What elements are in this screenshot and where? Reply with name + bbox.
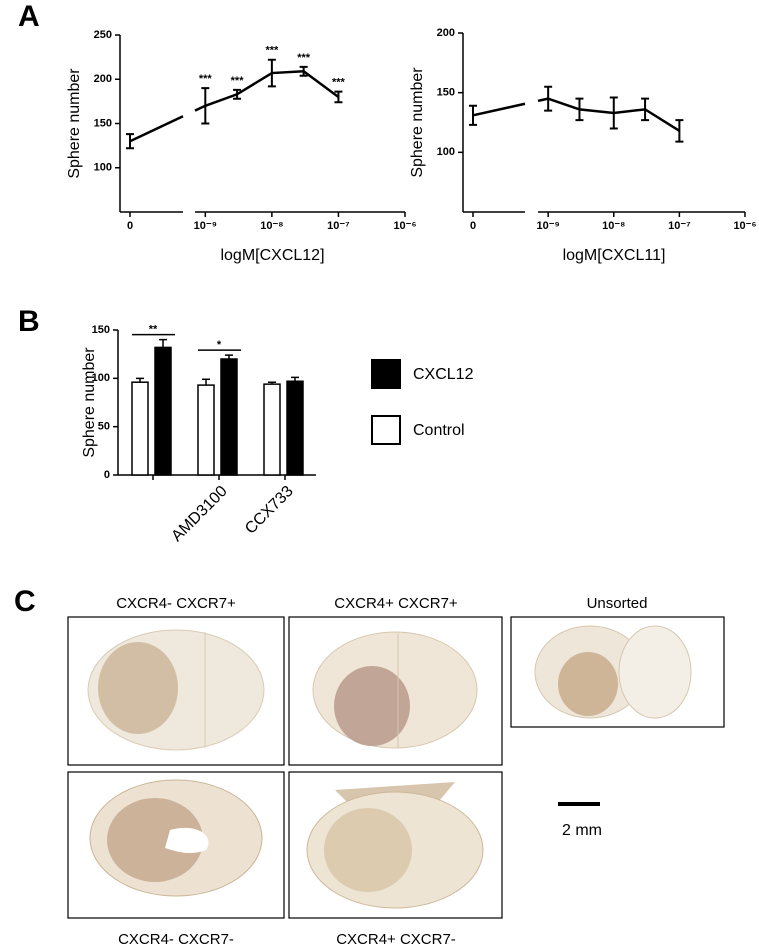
error-bar bbox=[267, 58, 276, 88]
y-tick-label: 150 bbox=[92, 324, 110, 336]
error-bar bbox=[334, 90, 343, 104]
error-bar bbox=[159, 338, 167, 348]
y-tick-label: 0 bbox=[104, 469, 110, 481]
x-tick-label: 0 bbox=[470, 220, 476, 232]
x-tick-label: 0 bbox=[127, 220, 133, 232]
significance-label: *** bbox=[199, 73, 213, 85]
error-bar bbox=[268, 381, 276, 385]
error-bar bbox=[469, 104, 477, 126]
image-caption: CXCR4+ CXCR7+ bbox=[334, 595, 458, 612]
error-bar bbox=[201, 87, 210, 125]
x-tick-label: AMD3100 bbox=[168, 483, 230, 545]
x-tick-label: 10⁻⁷ bbox=[327, 220, 350, 232]
y-axis-label: Sphere number bbox=[66, 68, 83, 179]
connector bbox=[537, 97, 549, 103]
bar bbox=[131, 381, 149, 476]
brain-image bbox=[67, 616, 285, 766]
panel-label: A bbox=[18, 0, 40, 33]
y-tick-label: 150 bbox=[437, 87, 455, 99]
x-tick-label: 10⁻⁸ bbox=[602, 220, 625, 232]
bar bbox=[197, 384, 215, 476]
significance-label: *** bbox=[265, 45, 279, 57]
bar bbox=[286, 380, 304, 476]
y-tick-label: 100 bbox=[437, 146, 455, 158]
scale-bar-label: 2 mm bbox=[562, 822, 602, 839]
bar bbox=[154, 346, 172, 476]
significance-label: *** bbox=[297, 52, 311, 64]
error-bar bbox=[126, 133, 134, 150]
error-bar bbox=[609, 96, 618, 130]
panel-label: B bbox=[18, 305, 40, 338]
connector bbox=[194, 104, 206, 112]
x-axis-label: logM[CXCL11] bbox=[563, 247, 666, 264]
error-bar bbox=[641, 97, 650, 122]
significance-label: * bbox=[217, 339, 222, 351]
connector bbox=[472, 102, 526, 117]
brain-image bbox=[510, 616, 725, 728]
y-tick-label: 200 bbox=[94, 73, 112, 85]
error-bar bbox=[575, 97, 584, 122]
image-caption: CXCR4- CXCR7- bbox=[118, 931, 234, 948]
x-axis-label: logM[CXCL12] bbox=[220, 247, 324, 264]
y-axis-label: Sphere number bbox=[409, 67, 426, 178]
significance-label: ** bbox=[149, 324, 158, 336]
legend-label: CXCL12 bbox=[413, 366, 474, 383]
error-bar bbox=[233, 88, 242, 100]
error-bar bbox=[291, 376, 299, 382]
brain-image bbox=[288, 616, 503, 766]
legend-swatch bbox=[371, 359, 401, 389]
y-tick-label: 100 bbox=[94, 162, 112, 174]
error-bar bbox=[544, 85, 553, 112]
brain-image bbox=[288, 771, 503, 919]
legend-label: Control bbox=[413, 422, 465, 439]
connector bbox=[129, 115, 184, 143]
legend-swatch bbox=[371, 415, 401, 445]
x-tick-label: 10⁻⁹ bbox=[194, 220, 217, 232]
x-tick-label: CCX733 bbox=[242, 483, 297, 538]
x-tick-label: 10⁻⁷ bbox=[668, 220, 691, 232]
error-bar bbox=[136, 377, 144, 383]
significance-label: *** bbox=[332, 77, 346, 89]
bar bbox=[220, 358, 238, 476]
y-tick-label: 50 bbox=[98, 421, 110, 433]
image-caption: CXCR4- CXCR7+ bbox=[116, 595, 236, 612]
y-tick-label: 100 bbox=[92, 372, 110, 384]
x-tick-label: 10⁻⁶ bbox=[393, 220, 416, 232]
bar bbox=[263, 383, 281, 476]
image-caption: CXCR4+ CXCR7- bbox=[336, 931, 456, 948]
x-tick-label: 10⁻⁹ bbox=[537, 220, 560, 232]
error-bar bbox=[675, 119, 684, 143]
significance-label: *** bbox=[231, 75, 245, 87]
y-axis-label: Sphere number bbox=[81, 347, 98, 458]
brain-image bbox=[67, 771, 285, 919]
error-bar bbox=[299, 65, 308, 77]
panel-label: C bbox=[14, 585, 36, 618]
x-tick-label: 10⁻⁸ bbox=[260, 220, 283, 232]
y-tick-label: 200 bbox=[437, 27, 455, 39]
y-tick-label: 150 bbox=[94, 117, 112, 129]
x-tick-label: 10⁻⁶ bbox=[733, 220, 756, 232]
y-tick-label: 250 bbox=[94, 29, 112, 41]
error-bar bbox=[225, 354, 233, 359]
image-caption: Unsorted bbox=[587, 595, 648, 612]
error-bar bbox=[202, 378, 210, 386]
